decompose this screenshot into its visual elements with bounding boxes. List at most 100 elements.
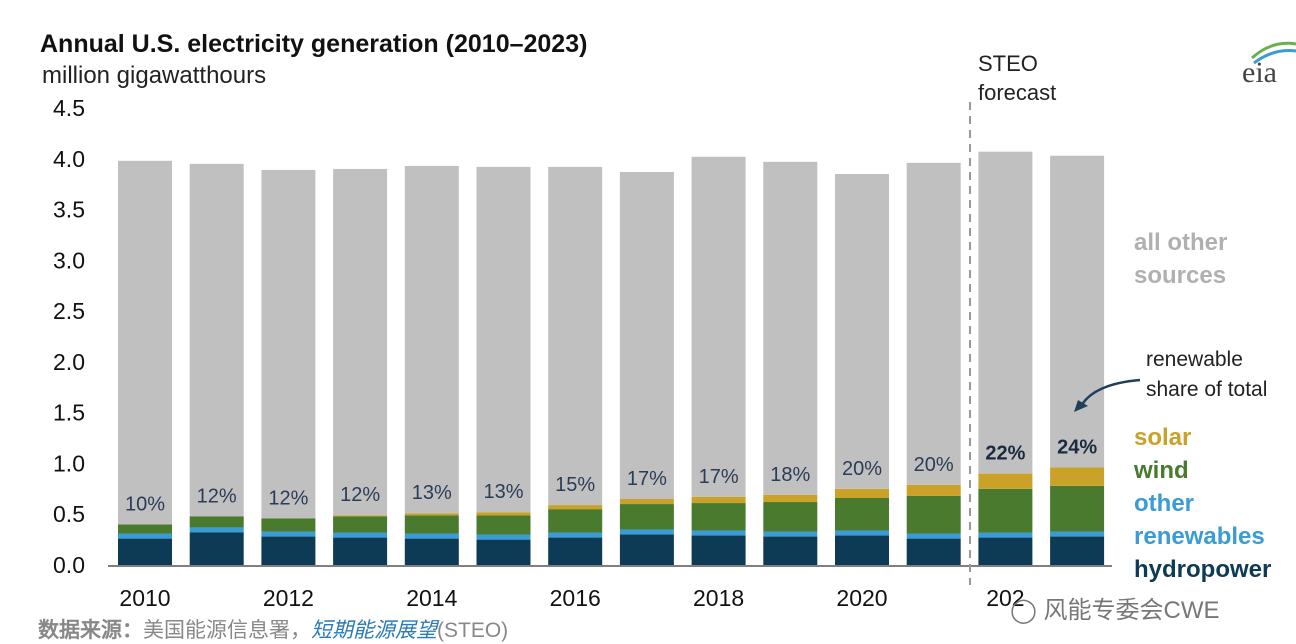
eia-logo: eia: [1242, 41, 1296, 89]
x-axis: 2010 2012 2014 2016 2018 2020 202: [108, 565, 1112, 611]
bar-segment-wind: [691, 503, 746, 531]
bar-segment-all-other: [1050, 155, 1105, 468]
watermark-text: 风能专委会CWE: [1043, 597, 1220, 624]
source-tail: (STEO): [437, 619, 509, 642]
y-tick-label: 1.0: [53, 450, 85, 476]
bar-segment-all-other: [189, 163, 244, 517]
renewable-share-labels: 10% 12% 12% 12% 13% 13% 15% 17% 17% 18% 20% 20% 22% 2…: [125, 437, 1097, 516]
bar-segment-all-other: [691, 156, 746, 497]
bar-segment-wind: [548, 509, 603, 533]
bar-segment-hydropower: [189, 532, 244, 565]
x-tick-label: 2020: [836, 585, 887, 611]
bar-segment-other-renewables: [619, 529, 674, 535]
legend-entry: renewables: [1134, 523, 1265, 550]
x-tick-label: 202: [986, 585, 1024, 611]
chart-title: Annual U.S. electricity generation (2010…: [40, 30, 587, 58]
bar-segment-solar: [691, 496, 746, 504]
bar-segment-hydropower: [118, 538, 172, 565]
bar-segment-solar: [906, 484, 961, 496]
x-tick-label: 2016: [550, 585, 601, 611]
renewable-share-label: 12%: [197, 485, 237, 507]
bar-segment-wind: [333, 516, 388, 533]
renewable-share-label: 17%: [627, 468, 667, 490]
x-tick-label: 2014: [406, 585, 457, 611]
bar-segment-other-renewables: [548, 532, 603, 538]
renewable-share-label: 13%: [412, 482, 452, 504]
forecast-label-line1: STEO: [978, 51, 1038, 76]
bar-segment-other-renewables: [333, 532, 388, 538]
bar-segment-wind: [978, 488, 1033, 533]
x-tick-label: 2018: [693, 585, 744, 611]
bar-segment-all-other: [333, 168, 388, 516]
bar-segment-all-other: [118, 160, 172, 525]
renewable-share-label: 20%: [842, 458, 882, 480]
bar-segment-hydropower: [1050, 536, 1105, 565]
source-note: 数据来源：美国能源信息署，短期能源展望(STEO): [38, 614, 508, 644]
renewable-share-label: 24%: [1057, 437, 1097, 459]
bar-segment-all-other: [261, 169, 316, 519]
bar-segment-hydropower: [333, 537, 388, 565]
wechat-icon: ◯: [1010, 597, 1037, 624]
bar-segment-wind: [1050, 485, 1105, 532]
y-axis: 0.0 0.5 1.0 1.5 2.0 2.5 3.0 3.5 4.0 4.5: [53, 95, 85, 578]
y-tick-label: 4.0: [53, 146, 85, 172]
bar-segment-wind: [906, 495, 961, 534]
renewable-share-label: 18%: [770, 464, 810, 486]
bar-segment-solar: [1050, 467, 1105, 486]
renewable-share-label: 22%: [985, 443, 1025, 465]
bar-segment-wind: [404, 515, 459, 534]
bar-segment-wind: [476, 515, 531, 535]
bar-segment-solar: [835, 488, 889, 498]
y-tick-label: 0.5: [53, 501, 85, 527]
watermark: ◯ 风能专委会CWE: [1010, 590, 1220, 625]
bar-segment-all-other: [404, 165, 459, 514]
bar-segment-hydropower: [763, 536, 818, 565]
bar-segment-all-other: [978, 151, 1033, 474]
renewable-share-label: 12%: [268, 487, 308, 509]
bar-series: [118, 151, 1105, 565]
x-tick-label: 2012: [263, 585, 314, 611]
forecast-label-line2: forecast: [978, 80, 1056, 105]
bar-segment-hydropower: [691, 535, 746, 565]
bar-segment-all-other: [619, 171, 674, 499]
renewable-share-label: 13%: [483, 481, 523, 503]
y-tick-label: 2.5: [53, 298, 85, 324]
legend-entry: sources: [1134, 262, 1226, 289]
renewable-share-label: 10%: [125, 493, 165, 515]
bar-segment-solar: [978, 473, 1033, 489]
logo-arc-blue: [1253, 49, 1296, 65]
bar-segment-hydropower: [261, 536, 316, 565]
y-tick-label: 0.0: [53, 552, 85, 578]
bar-segment-hydropower: [548, 537, 603, 565]
y-tick-label: 1.5: [53, 400, 85, 426]
source-lead: 数据来源：: [38, 619, 143, 642]
bar-segment-all-other: [906, 162, 961, 485]
bar-segment-other-renewables: [835, 530, 889, 536]
bar-segment-hydropower: [835, 535, 889, 565]
bar-segment-hydropower: [404, 538, 459, 565]
source-link[interactable]: 短期能源展望: [311, 619, 437, 642]
bar-segment-other-renewables: [691, 530, 746, 536]
legend-entry: other: [1134, 490, 1194, 517]
y-tick-label: 3.0: [53, 247, 85, 273]
bar-segment-other-renewables: [978, 532, 1033, 538]
bar-segment-other-renewables: [404, 533, 459, 539]
legend-entry: wind: [1133, 457, 1189, 484]
bar-segment-solar: [476, 512, 531, 516]
bar-segment-other-renewables: [118, 533, 172, 539]
bar-segment-wind: [835, 497, 889, 531]
legend: all othersourcessolarwindotherrenewables…: [1133, 229, 1271, 583]
bar-segment-solar: [333, 515, 388, 517]
renewable-share-label: 20%: [914, 454, 954, 476]
bar-segment-hydropower: [619, 534, 674, 565]
bar-segment-all-other: [835, 174, 889, 489]
legend-entry: all other: [1134, 229, 1227, 256]
bar-segment-wind: [763, 502, 818, 532]
bar-segment-other-renewables: [476, 534, 531, 540]
bar-segment-hydropower: [906, 538, 961, 565]
logo-text: eia: [1242, 56, 1277, 89]
y-tick-label: 4.5: [53, 95, 85, 121]
bar-segment-all-other: [476, 166, 531, 513]
bar-segment-solar: [763, 494, 818, 503]
